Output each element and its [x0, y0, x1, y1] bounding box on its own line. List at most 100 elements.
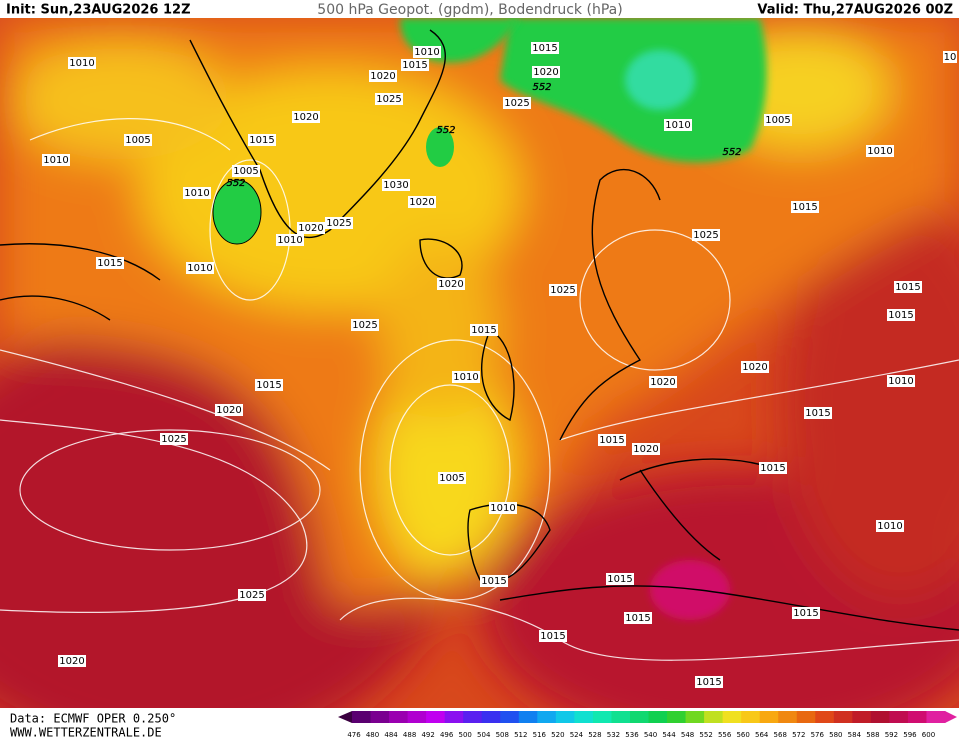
scale-swatch — [352, 711, 372, 723]
pressure-label: 1010 — [876, 520, 904, 532]
pressure-label: 1020 — [215, 404, 243, 416]
pressure-label: 1025 — [238, 589, 266, 601]
pressure-value: 1015 — [792, 202, 817, 213]
pressure-label: 1020 — [369, 70, 397, 82]
pressure-label: 1015 — [531, 42, 559, 54]
pressure-label: 1005 — [232, 165, 260, 177]
scale-label: 564 — [755, 731, 769, 739]
scale-label: 520 — [551, 731, 564, 739]
pressure-value: 1010 — [490, 503, 515, 514]
pressure-label: 1015 — [96, 257, 124, 269]
scale-label: 504 — [477, 731, 491, 739]
pressure-value: 1015 — [696, 677, 721, 688]
pressure-label: 1005 — [124, 134, 152, 146]
pressure-value: 1010 — [187, 263, 212, 274]
geopotential-value: 552 — [722, 147, 741, 158]
pressure-value: 1010 — [888, 376, 913, 387]
scale-label: 476 — [347, 731, 361, 739]
pressure-label: 1015 — [759, 462, 787, 474]
label-box — [276, 234, 304, 246]
pressure-value: 10 — [944, 52, 957, 63]
label-box — [160, 433, 188, 445]
label-box — [351, 319, 379, 331]
label-box — [764, 114, 792, 126]
pressure-label: 1025 — [692, 229, 720, 241]
pressure-value: 1010 — [665, 120, 690, 131]
pressure-value: 1020 — [216, 405, 241, 416]
pressure-value: 1005 — [439, 473, 464, 484]
label-box — [531, 42, 559, 54]
label-box — [943, 51, 957, 63]
pressure-value: 1010 — [867, 146, 892, 157]
scale-right-arrow — [945, 711, 957, 723]
pressure-label: 1020 — [408, 196, 436, 208]
label-box — [255, 379, 283, 391]
label-box — [792, 607, 820, 619]
scale-label: 516 — [533, 731, 547, 739]
pressure-value: 1025 — [504, 98, 529, 109]
label-box — [238, 589, 266, 601]
pressure-label: 1015 — [248, 134, 276, 146]
label-box — [401, 59, 429, 71]
pressure-label: 1025 — [325, 217, 353, 229]
label-box — [606, 573, 634, 585]
pressure-value: 1015 — [540, 631, 565, 642]
label-box — [876, 520, 904, 532]
pressure-label: 1010 — [452, 371, 480, 383]
pressure-label: 1020 — [649, 376, 677, 388]
scale-label: 540 — [644, 731, 657, 739]
pressure-label: 1015 — [539, 630, 567, 642]
label-box — [624, 612, 652, 624]
pressure-label: 1015 — [792, 607, 820, 619]
pressure-label: 1025 — [160, 433, 188, 445]
pressure-value: 1020 — [370, 71, 395, 82]
label-box — [96, 257, 124, 269]
scale-swatch — [407, 711, 427, 723]
pressure-value: 1025 — [693, 230, 718, 241]
label-box — [866, 145, 894, 157]
pressure-value: 1010 — [877, 521, 902, 532]
pressure-label: 1010 — [276, 234, 304, 246]
pressure-label: 1020 — [741, 361, 769, 373]
scale-label: 560 — [736, 731, 749, 739]
scale-swatch — [759, 711, 779, 723]
scale-swatch — [500, 711, 520, 723]
pressure-label: 1015 — [894, 281, 922, 293]
pressure-value: 1015 — [471, 325, 496, 336]
scale-swatch — [648, 711, 668, 723]
label-box — [58, 655, 86, 667]
pressure-value: 1015 — [805, 408, 830, 419]
label-box — [632, 443, 660, 455]
scale-swatch — [907, 711, 927, 723]
scale-swatch — [852, 711, 872, 723]
pressure-label: 1010 — [866, 145, 894, 157]
label-box — [894, 281, 922, 293]
pressure-value: 1015 — [532, 43, 557, 54]
pressure-value: 1015 — [256, 380, 281, 391]
scale-left-arrow — [338, 711, 352, 723]
pressure-value: 1025 — [376, 94, 401, 105]
scale-label: 544 — [662, 731, 676, 739]
pressure-value: 1015 — [599, 435, 624, 446]
label-box — [408, 196, 436, 208]
pressure-value: 1005 — [125, 135, 150, 146]
scale-label: 584 — [848, 731, 862, 739]
pressure-value: 1010 — [69, 58, 94, 69]
scale-label: 548 — [681, 731, 694, 739]
pressure-label: 1020 — [632, 443, 660, 455]
label-box — [68, 57, 96, 69]
pressure-label: 1025 — [503, 97, 531, 109]
pressure-label: 1015 — [791, 201, 819, 213]
scale-label: 492 — [421, 731, 434, 739]
pressure-value: 1025 — [550, 285, 575, 296]
scale-label: 556 — [718, 731, 732, 739]
pressure-value: 1015 — [625, 613, 650, 624]
scale-label: 484 — [384, 731, 398, 739]
pressure-value: 1020 — [409, 197, 434, 208]
label-box — [470, 324, 498, 336]
map — [0, 18, 959, 708]
pressure-value: 1030 — [383, 180, 408, 191]
pressure-value: 1015 — [481, 576, 506, 587]
scale-swatch — [481, 711, 501, 723]
